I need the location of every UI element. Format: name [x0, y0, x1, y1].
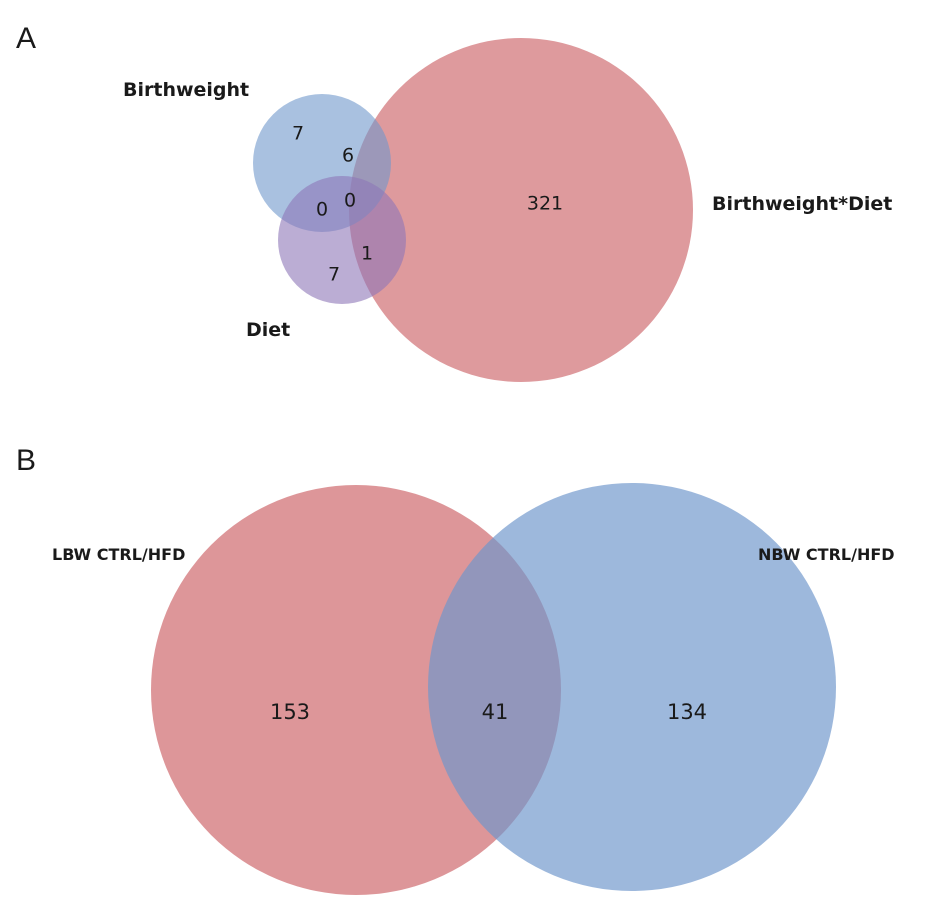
count-birthweight-interaction: 6 [342, 145, 354, 167]
count-diet-only: 7 [328, 264, 340, 286]
count-nbw-only: 134 [667, 700, 707, 724]
nbw-circle [428, 483, 836, 891]
count-birthweight-only: 7 [292, 123, 304, 145]
diet-label: Diet [246, 319, 290, 341]
panel-b-letter: B [16, 444, 36, 477]
count-overlap: 41 [482, 700, 509, 724]
count-interaction-only: 321 [527, 193, 563, 215]
panel-a-letter: A [16, 22, 36, 55]
birthweight-label: Birthweight [123, 79, 249, 101]
diet-circle [278, 176, 406, 304]
nbw-label: NBW CTRL/HFD [758, 545, 895, 564]
count-lbw-only: 153 [270, 700, 310, 724]
interaction-circle [349, 38, 693, 382]
count-all-three: 0 [344, 190, 356, 212]
panel-b: B LBW CTRL/HFD NBW CTRL/HFD 153 41 134 [16, 444, 895, 895]
lbw-label: LBW CTRL/HFD [52, 545, 185, 564]
interaction-label: Birthweight*Diet [712, 193, 892, 215]
panel-a: A Birthweight Birthweight*Diet Diet 7 6 … [16, 22, 892, 382]
count-birthweight-diet: 0 [316, 199, 328, 221]
count-diet-interaction: 1 [361, 243, 373, 265]
